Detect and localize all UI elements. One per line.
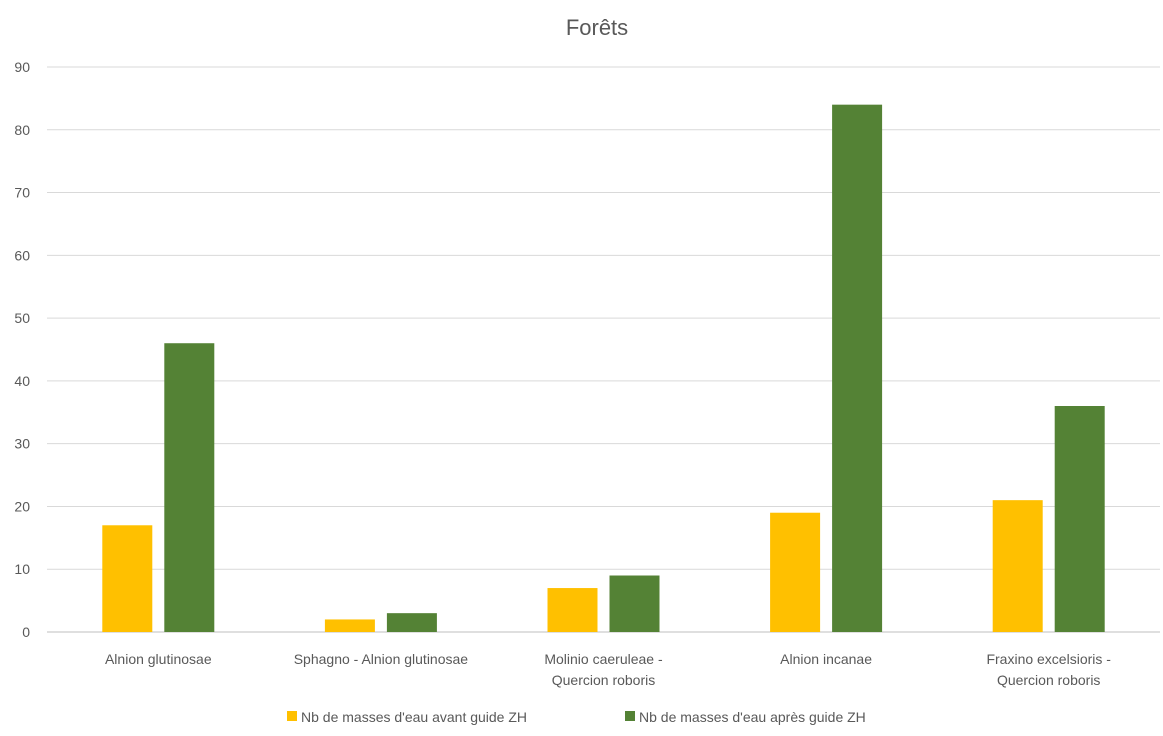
bar-apres-0 bbox=[164, 343, 215, 632]
y-tick-label: 50 bbox=[14, 310, 30, 326]
y-tick-label: 70 bbox=[14, 185, 30, 201]
legend: Nb de masses d'eau avant guide ZH Nb de m… bbox=[287, 709, 866, 725]
gridlines bbox=[47, 66, 1160, 633]
chart-title: Forêts bbox=[566, 15, 628, 40]
y-tick-label: 40 bbox=[14, 373, 30, 389]
bar-avant-2 bbox=[547, 588, 598, 632]
y-tick-label: 80 bbox=[14, 122, 30, 138]
legend-label: Nb de masses d'eau avant guide ZH bbox=[301, 709, 527, 725]
bar-apres-2 bbox=[609, 575, 660, 632]
bar-avant-0 bbox=[102, 525, 153, 632]
y-axis-tick-labels: 0 10 20 30 40 50 60 70 80 90 bbox=[14, 59, 30, 640]
bar-apres-1 bbox=[386, 613, 437, 632]
y-tick-label: 20 bbox=[14, 498, 30, 514]
x-category-label: Alnion glutinosae bbox=[105, 651, 212, 667]
legend-swatch bbox=[287, 711, 297, 721]
x-category-label: Molinio caeruleae -Quercion roboris bbox=[544, 651, 663, 688]
bar-avant-1 bbox=[324, 619, 375, 632]
y-tick-label: 30 bbox=[14, 436, 30, 452]
x-axis-category-labels: Alnion glutinosae Sphagno - Alnion glutin… bbox=[105, 651, 1111, 688]
bar-apres-4 bbox=[1054, 406, 1105, 632]
y-tick-label: 90 bbox=[14, 59, 30, 75]
bars bbox=[102, 104, 1105, 632]
x-category-label: Sphagno - Alnion glutinosae bbox=[294, 651, 469, 667]
bar-avant-4 bbox=[992, 500, 1043, 632]
y-tick-label: 60 bbox=[14, 247, 30, 263]
x-category-label: Fraxino excelsioris -Quercion roboris bbox=[986, 651, 1111, 688]
bar-apres-3 bbox=[832, 104, 883, 632]
y-tick-label: 10 bbox=[14, 561, 30, 577]
bar-avant-3 bbox=[770, 512, 821, 632]
x-category-label: Alnion incanae bbox=[780, 651, 872, 667]
y-tick-label: 0 bbox=[22, 624, 30, 640]
legend-label: Nb de masses d'eau après guide ZH bbox=[639, 709, 866, 725]
legend-swatch bbox=[625, 711, 635, 721]
